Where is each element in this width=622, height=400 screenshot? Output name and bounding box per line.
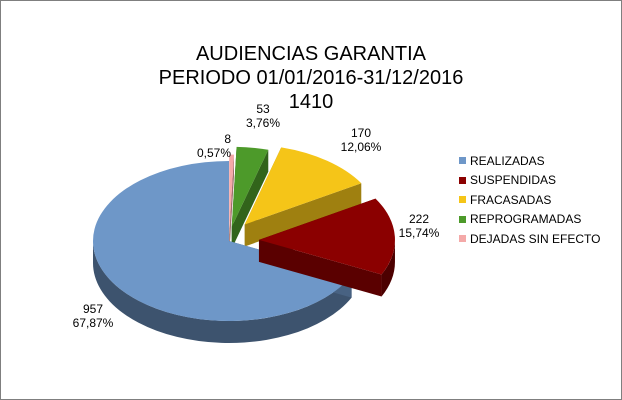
pie-slice-reprogramadas xyxy=(231,146,269,249)
legend-label: REALIZADAS xyxy=(470,153,545,168)
legend-label: DEJADAS SIN EFECTO xyxy=(470,231,601,246)
data-label: 53 3,76% xyxy=(246,102,280,130)
pie-slice-wall xyxy=(231,149,269,249)
pie-slice-top xyxy=(229,154,234,235)
legend-item: FRACASADAS xyxy=(459,190,600,210)
pie-slice-side xyxy=(381,239,395,297)
pie-slice-top xyxy=(258,198,395,275)
legend-item: REPROGRAMADAS xyxy=(459,210,600,230)
legend-label: REPROGRAMADAS xyxy=(470,212,582,227)
legend-item: REALIZADAS xyxy=(459,151,600,171)
pie-slice-top xyxy=(93,161,352,322)
legend-label: SUSPENDIDAS xyxy=(470,173,557,188)
chart-subtitle: PERIODO 01/01/2016-31/12/2016 xyxy=(158,67,464,89)
legend-item: SUSPENDIDAS xyxy=(459,171,600,191)
pie-slice-side xyxy=(93,241,352,343)
legend-swatch xyxy=(459,157,466,165)
data-label: 222 15,74% xyxy=(399,212,440,240)
pie-slice-wall xyxy=(229,154,234,257)
data-label: 957 67,87% xyxy=(73,302,114,330)
legend-swatch xyxy=(459,215,466,223)
pie-slice-wall xyxy=(258,239,382,297)
pie-slice-fracasadas xyxy=(244,147,362,247)
pie-slice-wall xyxy=(244,183,362,247)
chart-legend: REALIZADAS SUSPENDIDAS FRACASADAS REPROGRAM… xyxy=(459,151,600,249)
legend-item: DEJADAS SIN EFECTO xyxy=(459,229,600,249)
legend-label: FRACASADAS xyxy=(470,192,552,207)
pie-slice-suspendidas xyxy=(258,198,395,297)
pie-slice-dejadas-sin-efecto xyxy=(229,154,234,257)
data-label: 170 12,06% xyxy=(341,126,382,154)
legend-swatch xyxy=(459,235,466,243)
legend-swatch xyxy=(459,196,466,204)
legend-swatch xyxy=(459,176,466,184)
chart-title: AUDIENCIAS GARANTIA xyxy=(195,43,427,65)
pie-slice-top xyxy=(231,146,269,227)
data-label: 8 0,57% xyxy=(197,132,231,160)
pie-slice-top xyxy=(244,147,362,225)
chart-total: 1410 xyxy=(288,91,334,113)
